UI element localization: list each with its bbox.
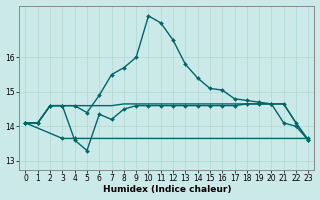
X-axis label: Humidex (Indice chaleur): Humidex (Indice chaleur) [103,185,231,194]
